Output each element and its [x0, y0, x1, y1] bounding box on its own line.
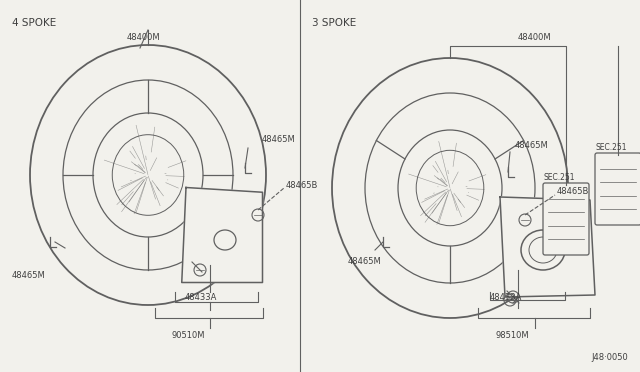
Text: 48433A: 48433A	[490, 294, 522, 302]
Text: 98510M: 98510M	[495, 330, 529, 340]
Text: 48433A: 48433A	[185, 294, 218, 302]
Text: 3 SPOKE: 3 SPOKE	[312, 18, 356, 28]
Text: SEC.251: SEC.251	[595, 142, 627, 151]
Text: 48465M: 48465M	[12, 270, 45, 279]
Text: 48400M: 48400M	[126, 33, 160, 42]
FancyBboxPatch shape	[543, 183, 589, 255]
Text: 48400M: 48400M	[517, 33, 551, 42]
Text: 48465M: 48465M	[262, 135, 296, 144]
Text: J48·0050: J48·0050	[591, 353, 628, 362]
Text: 48465M: 48465M	[515, 141, 548, 150]
Ellipse shape	[521, 230, 565, 270]
Text: 48465B: 48465B	[286, 180, 318, 189]
Polygon shape	[500, 197, 595, 297]
Text: 4 SPOKE: 4 SPOKE	[12, 18, 56, 28]
Text: 90510M: 90510M	[172, 330, 205, 340]
Text: 48465M: 48465M	[348, 257, 381, 266]
Ellipse shape	[214, 230, 236, 250]
Polygon shape	[182, 187, 262, 282]
Text: SEC.251: SEC.251	[543, 173, 575, 182]
Ellipse shape	[529, 237, 557, 263]
FancyBboxPatch shape	[595, 153, 640, 225]
Text: 48465B: 48465B	[557, 187, 589, 196]
